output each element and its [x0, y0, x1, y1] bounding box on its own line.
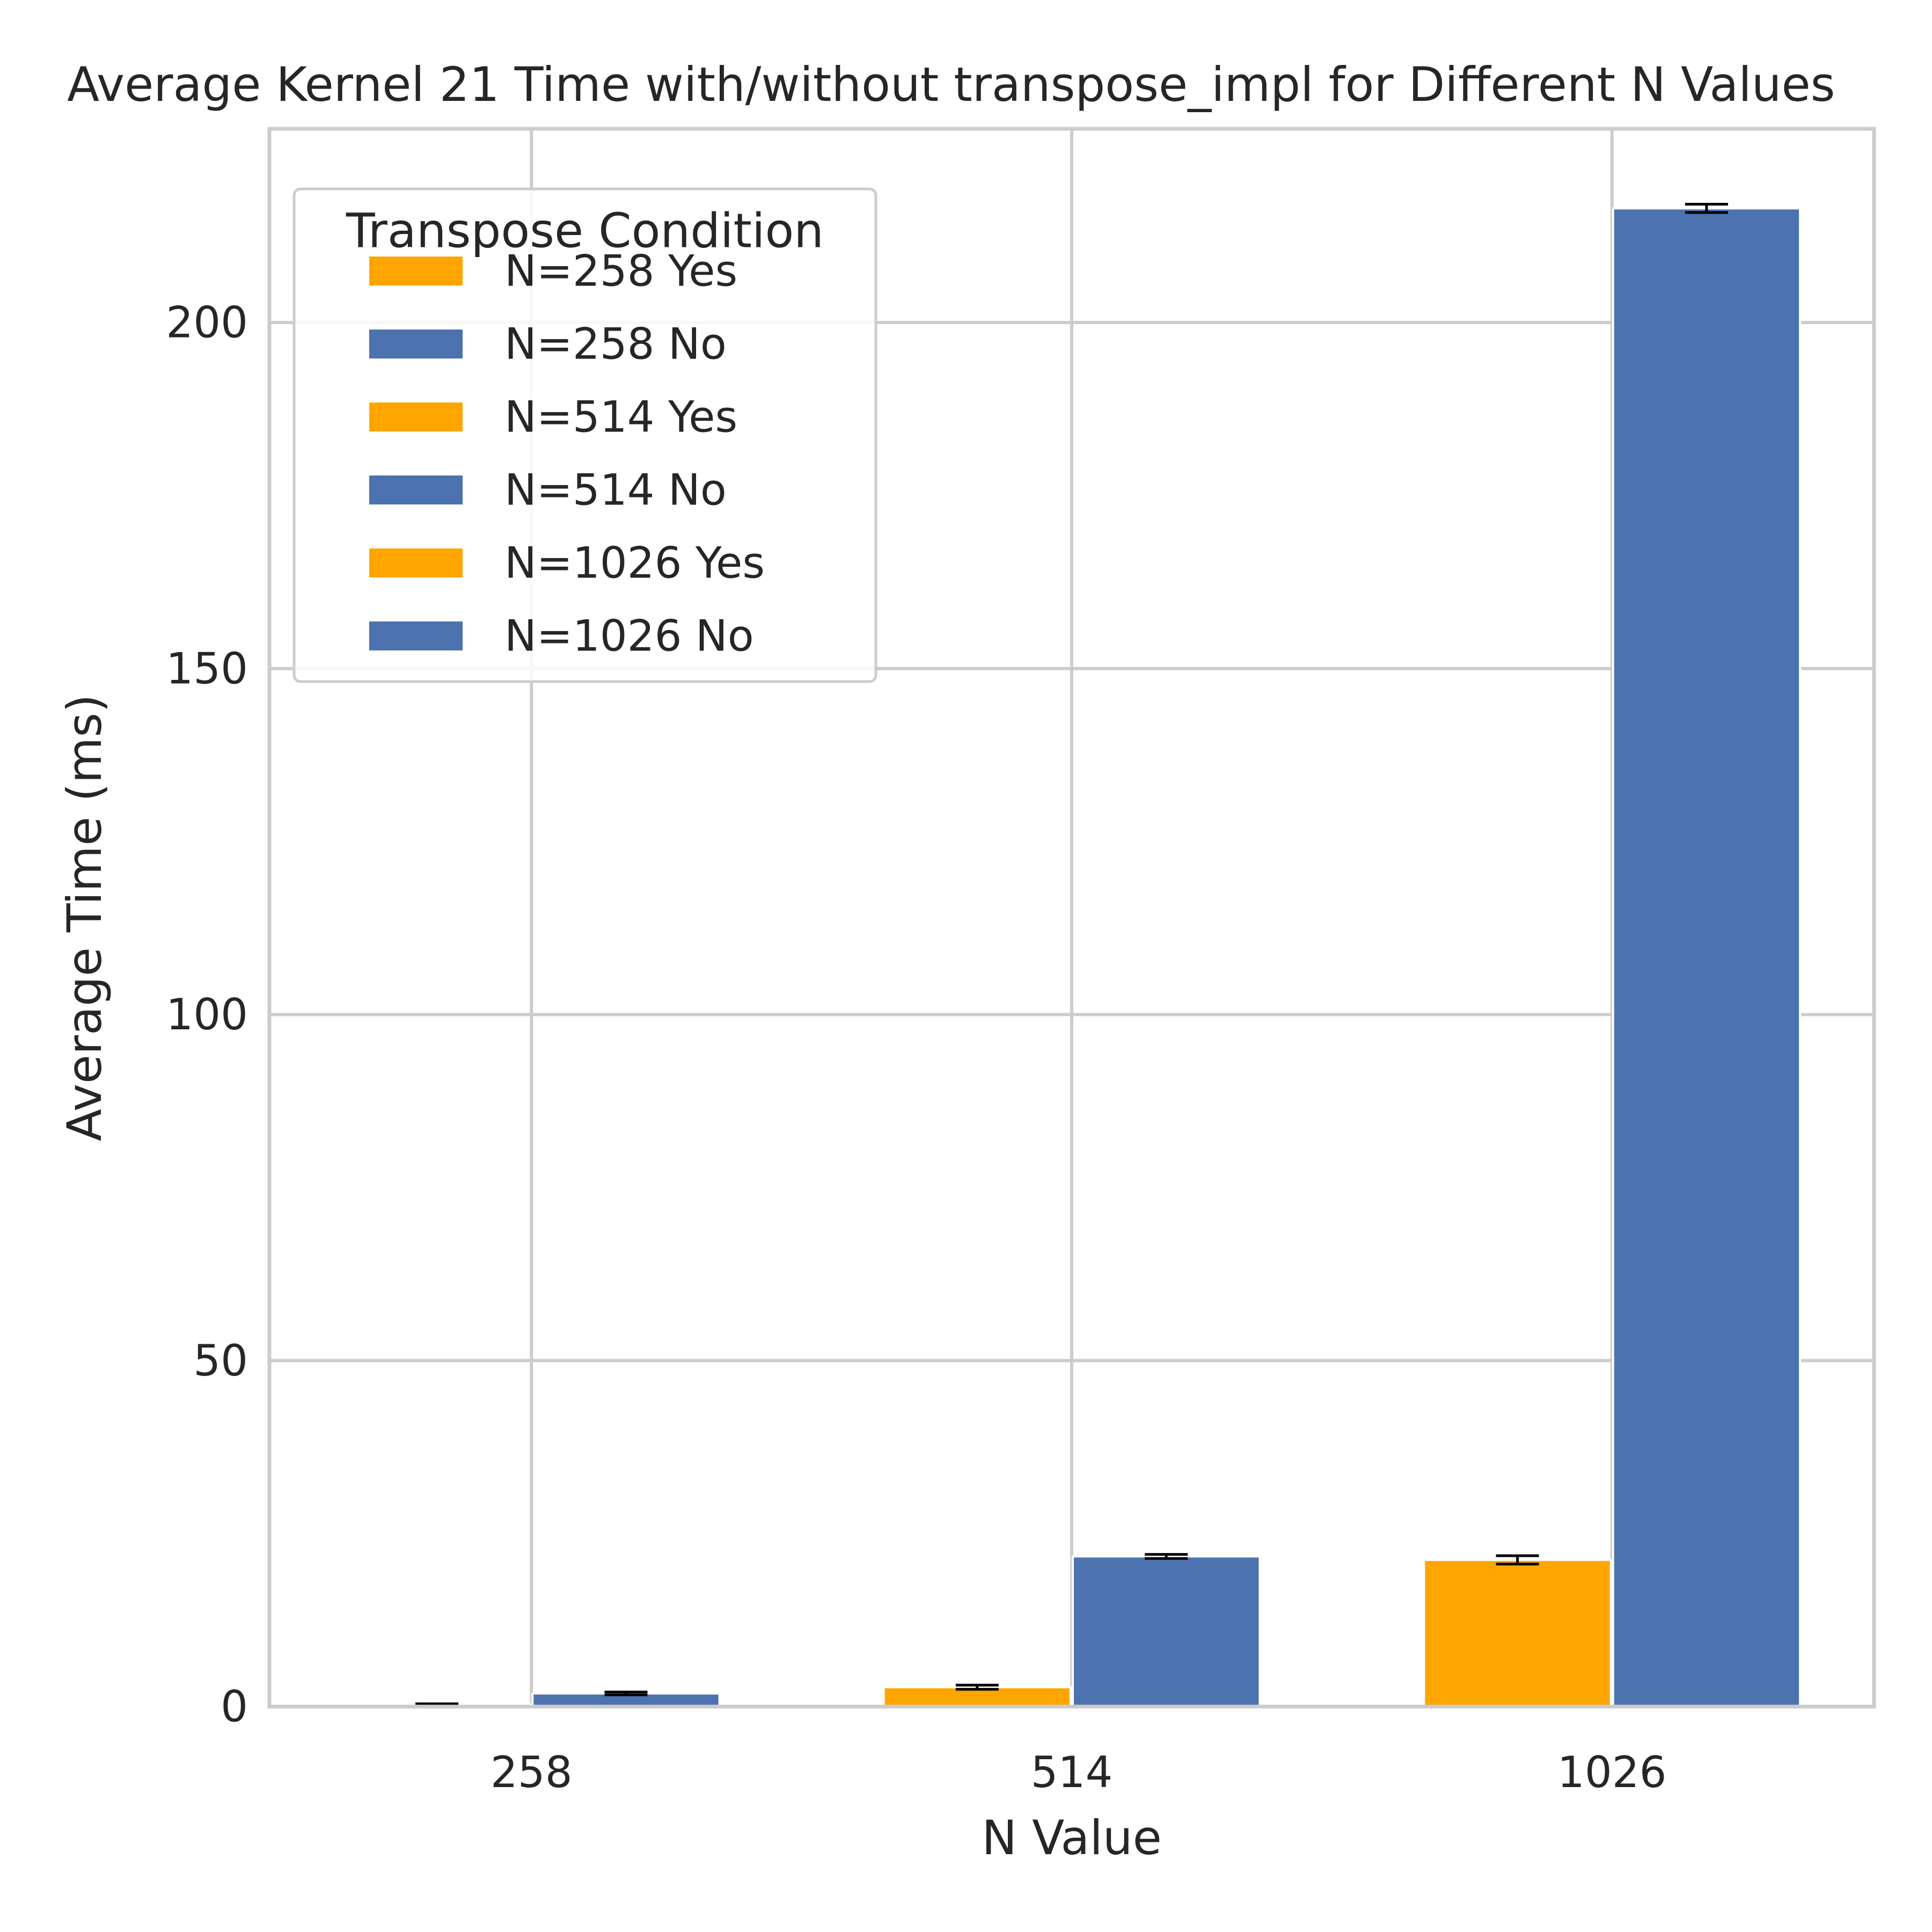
- legend-label: N=514 No: [504, 465, 727, 515]
- legend-swatch: [369, 475, 463, 504]
- y-tick-label: 200: [166, 298, 248, 348]
- bar: [1072, 1555, 1261, 1708]
- legend: Transpose Condition N=258 Yes N=258 No N=5…: [292, 187, 877, 683]
- y-tick-label: 0: [221, 1682, 248, 1732]
- axes-frame: [267, 127, 1876, 1709]
- legend-label: N=1026 Yes: [504, 538, 765, 588]
- legend-swatch: [369, 402, 463, 431]
- legend-title: Transpose Condition: [346, 203, 824, 259]
- y-tick-label: 150: [166, 643, 248, 693]
- x-tick-label: 514: [1031, 1747, 1113, 1797]
- bars: [342, 203, 1802, 1708]
- legend-label: N=1026 No: [504, 611, 754, 661]
- legend-entries: N=258 Yes N=258 No N=514 Yes N=514 No N=1026…: [369, 246, 765, 661]
- bar: [1612, 207, 1802, 1708]
- bar: [1423, 1558, 1612, 1708]
- y-axis-label: Average Time (ms): [57, 694, 112, 1141]
- legend-label: N=258 Yes: [504, 246, 737, 296]
- tick-labels: 0 50 100 150 200 258 514 1026: [166, 298, 1666, 1797]
- x-axis-label: N Value: [982, 1810, 1161, 1865]
- legend-swatch: [369, 548, 463, 577]
- legend-swatch: [369, 621, 463, 650]
- legend-swatch: [369, 257, 463, 286]
- chart-title: Average Kernel 21 Time with/without tran…: [67, 57, 1835, 112]
- y-tick-label: 100: [166, 990, 248, 1040]
- y-tick-label: 50: [193, 1336, 248, 1386]
- x-tick-label: 258: [491, 1747, 573, 1797]
- x-tick-label: 1026: [1557, 1747, 1667, 1797]
- legend-label: N=514 Yes: [504, 392, 737, 442]
- legend-label: N=258 No: [504, 319, 727, 369]
- legend-swatch: [369, 330, 463, 358]
